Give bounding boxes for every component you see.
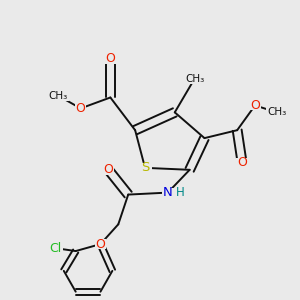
FancyBboxPatch shape <box>236 158 248 168</box>
FancyBboxPatch shape <box>139 163 152 173</box>
Text: O: O <box>95 238 105 250</box>
FancyBboxPatch shape <box>103 165 114 175</box>
FancyBboxPatch shape <box>47 91 69 100</box>
Text: O: O <box>250 99 260 112</box>
FancyBboxPatch shape <box>184 74 206 84</box>
Text: O: O <box>237 156 247 170</box>
Text: O: O <box>105 52 115 65</box>
Text: O: O <box>103 163 113 176</box>
FancyBboxPatch shape <box>48 91 68 100</box>
FancyBboxPatch shape <box>162 188 174 198</box>
Text: CH₃: CH₃ <box>267 107 286 117</box>
FancyBboxPatch shape <box>95 239 106 249</box>
Text: CH₃: CH₃ <box>48 91 68 100</box>
FancyBboxPatch shape <box>105 54 116 64</box>
Text: Cl: Cl <box>49 242 61 255</box>
Text: S: S <box>141 161 149 174</box>
Text: N: N <box>163 186 173 199</box>
FancyBboxPatch shape <box>249 101 261 110</box>
Text: H: H <box>176 185 185 199</box>
FancyBboxPatch shape <box>266 107 288 117</box>
Text: CH₃: CH₃ <box>185 74 204 84</box>
FancyBboxPatch shape <box>47 243 63 253</box>
FancyBboxPatch shape <box>75 103 86 113</box>
Text: O: O <box>76 102 85 115</box>
